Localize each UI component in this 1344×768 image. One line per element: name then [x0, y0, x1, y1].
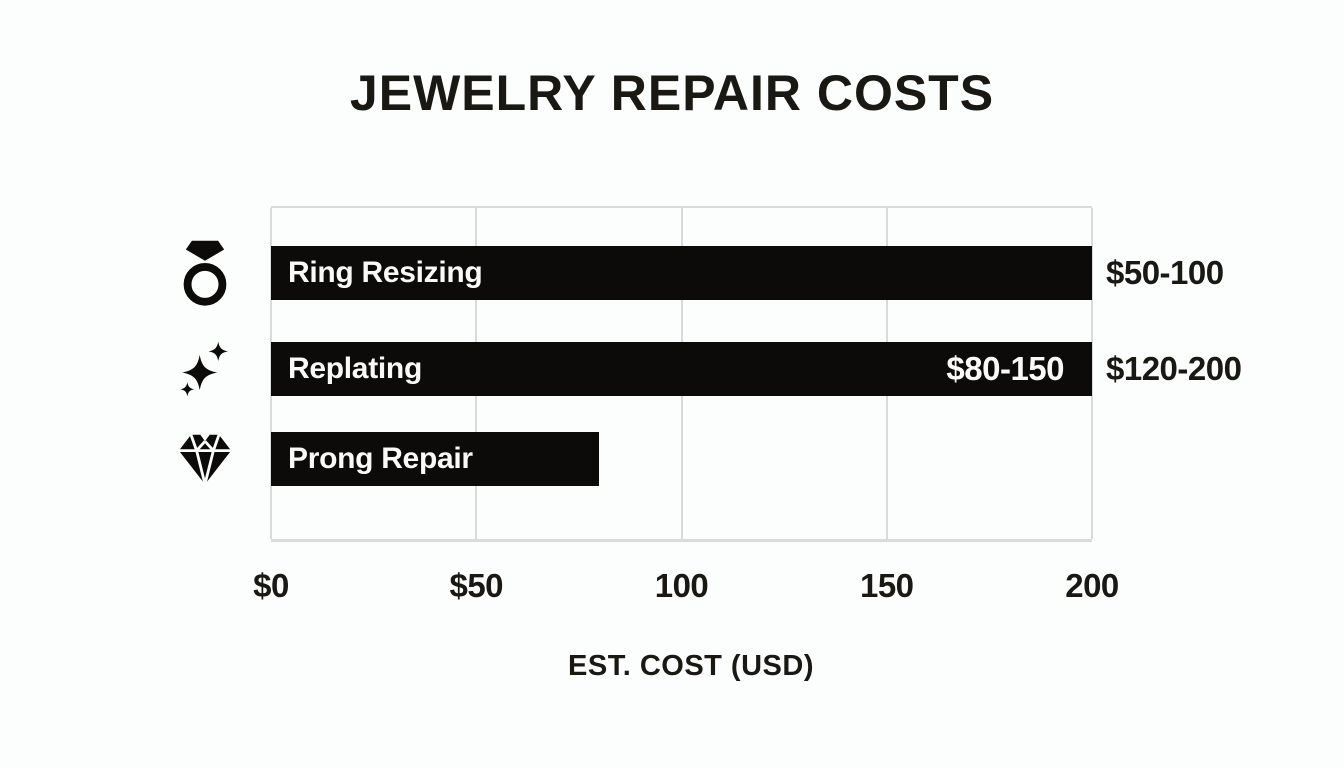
bar-replating: Replating $80-150 [271, 342, 1092, 396]
x-axis-ticks: $0 $50 100 150 200 [253, 567, 1119, 609]
ring-icon [174, 239, 236, 307]
bar-row-ring-resizing: Ring Resizing $50-100 [183, 240, 1224, 306]
gridline [1091, 208, 1093, 539]
x-axis-title: EST. COST (USD) [568, 650, 814, 682]
x-tick-label: 150 [859, 567, 914, 604]
bar-inner-value-label: $80-150 [946, 350, 1064, 387]
x-tick-label: $0 [253, 567, 289, 604]
bar-outer-value-label: $120-200 [1106, 350, 1242, 387]
x-tick-label: $50 [449, 567, 504, 604]
bar-prong-repair: Prong Repair [271, 432, 600, 486]
x-tick-label: 200 [1065, 567, 1119, 604]
bar-category-label: Prong Repair [288, 442, 473, 475]
diamond-icon [174, 431, 236, 487]
x-tick-label: 100 [654, 567, 709, 604]
bar-category-label: Ring Resizing [288, 256, 483, 289]
sparkles-icon [174, 339, 236, 399]
bar-row-replating: Replating $80-150 $120-200 [180, 341, 1242, 397]
plot-area: Ring Resizing $50-100 Replating $80-150 $120… [178, 206, 1242, 542]
bar-row-prong-repair: Prong Repair [178, 432, 1092, 486]
bar-outer-value-label: $50-100 [1106, 254, 1224, 291]
chart-title: JEWELRY REPAIR COSTS [349, 65, 995, 121]
bar-ring-resizing: Ring Resizing [271, 246, 1092, 300]
bar-category-label: Replating [288, 352, 422, 385]
